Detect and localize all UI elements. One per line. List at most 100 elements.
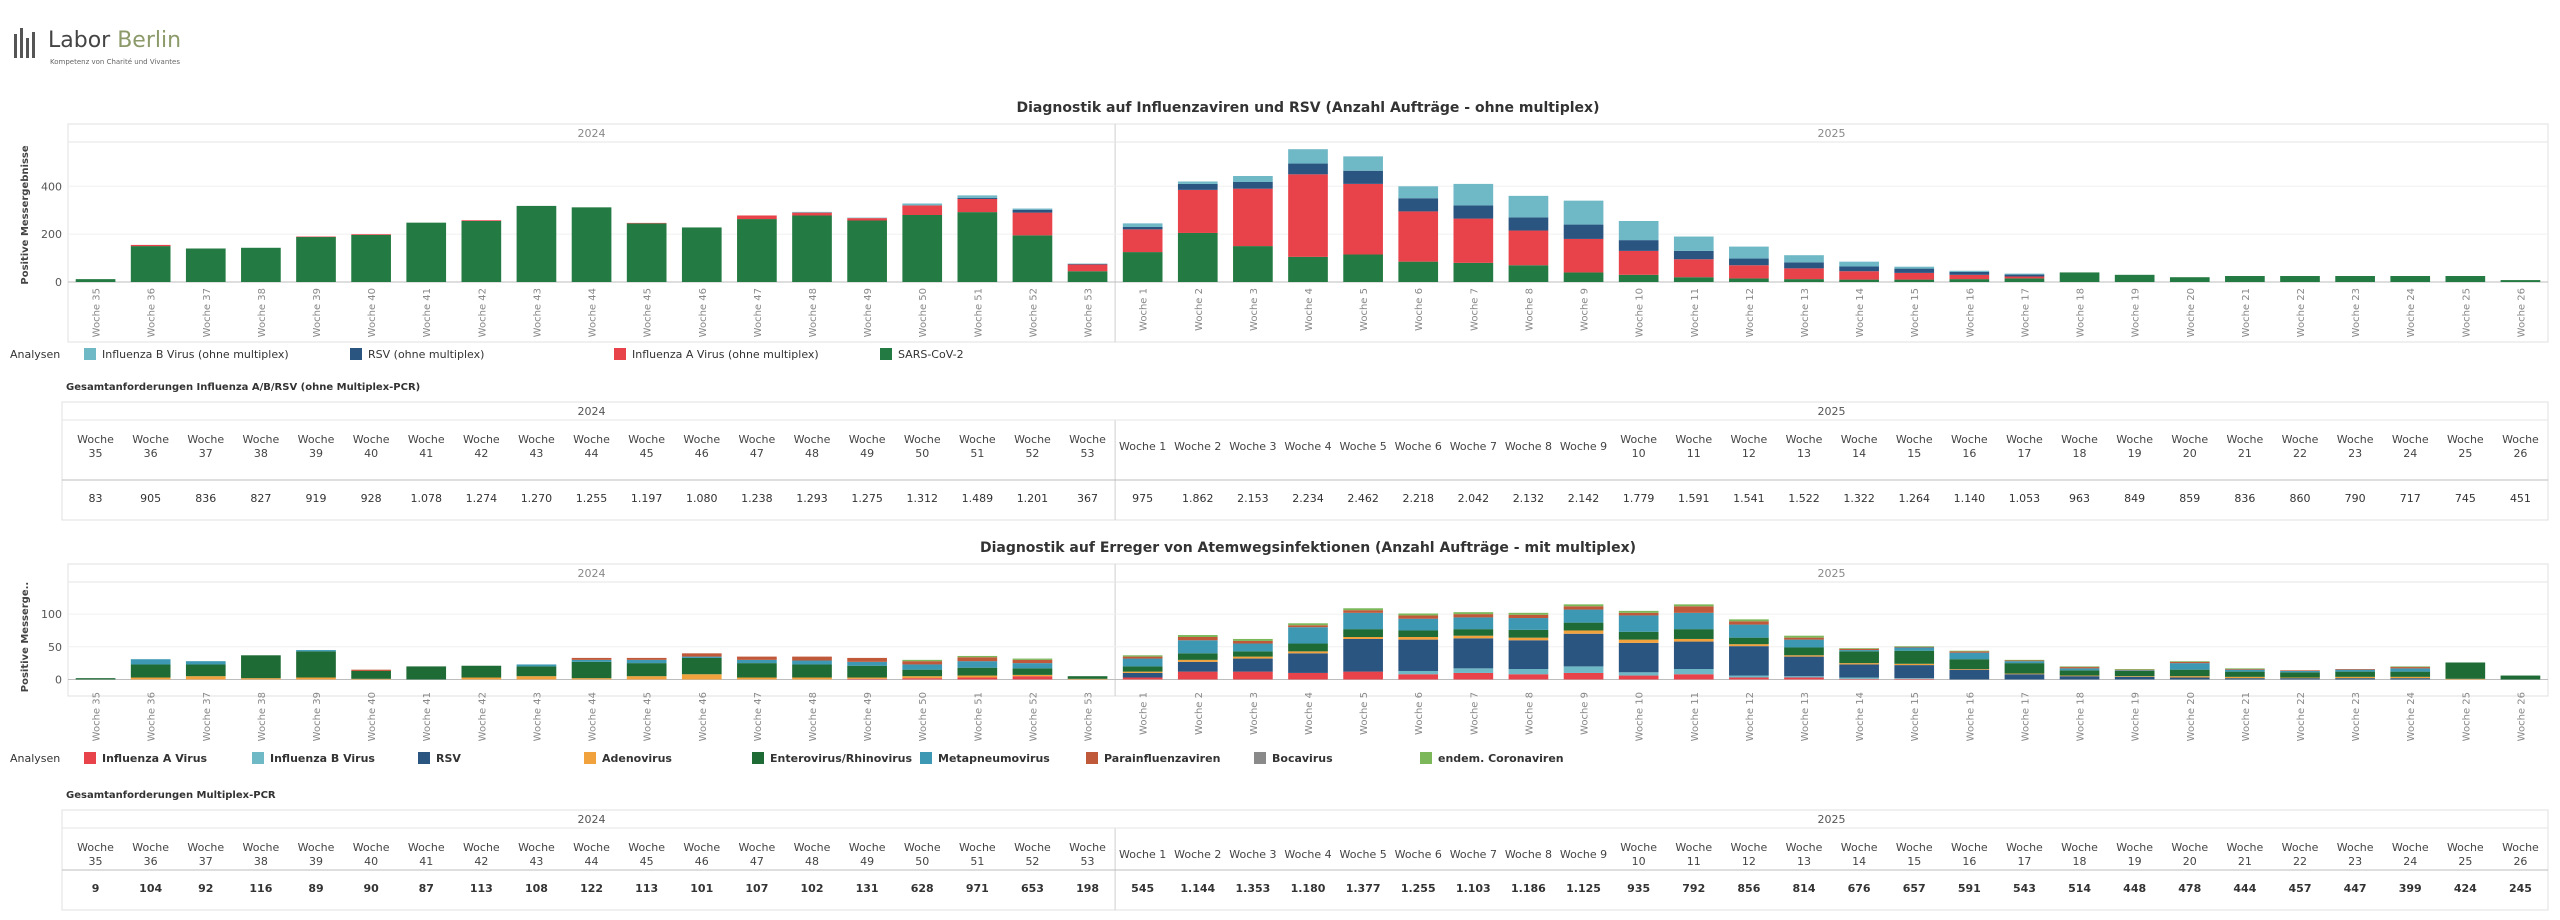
table2-week-header: 42 — [474, 855, 488, 868]
chart1-bar-rsv — [1839, 266, 1879, 272]
chart2-bar-meta — [1012, 663, 1053, 669]
chart2-bar-corona — [1233, 638, 1273, 641]
chart2-bar-meta — [2335, 669, 2375, 672]
table2-week-header: Woche 4 — [1284, 848, 1331, 861]
legend1-legend-swatch-sars — [880, 348, 892, 360]
table1-week-header: Woche — [1841, 433, 1878, 446]
chart2-bar-para — [1618, 612, 1659, 616]
chart2-bar-fluB — [1508, 669, 1549, 675]
chart2-bar-rsv — [1177, 661, 1218, 672]
chart2-bar-corona — [1894, 646, 1935, 647]
chart2-week-label: Woche 48 — [808, 692, 819, 741]
chart2-week-label: Woche 10 — [1635, 692, 1646, 741]
table1-cell-value: 836 — [2234, 492, 2255, 505]
table2-week-header: Woche — [1675, 841, 1712, 854]
table2-week-header: 43 — [529, 855, 543, 868]
chart2-bar-adeno — [2445, 678, 2486, 680]
table2-cell-value: 198 — [1076, 882, 1099, 895]
chart1-bar-rsv — [957, 197, 998, 199]
table2-cell-value: 971 — [966, 882, 989, 895]
chart1-bar-rsv — [1177, 183, 1218, 190]
table1-cell-value: 83 — [89, 492, 103, 505]
legend2-legend-item-entero: Enterovirus/Rhinovirus — [770, 752, 912, 765]
chart2-week-label: Woche 51 — [973, 692, 984, 741]
chart1-bar-sars — [130, 246, 171, 282]
table1-cell-value: 860 — [2290, 492, 2311, 505]
chart1-ytick-label: 0 — [55, 276, 62, 289]
table1-cell-value: 1.322 — [1843, 492, 1875, 505]
chart2-bar-entero — [351, 670, 391, 679]
chart1-bar-fluA — [1453, 218, 1494, 263]
chart2-bar-rsv — [1122, 672, 1163, 678]
legend2-legend-item-fluB: Influenza B Virus — [270, 752, 375, 765]
table1-week-header: 17 — [2017, 447, 2031, 460]
legend2-legend-swatch-fluA — [84, 752, 96, 764]
table1-week-header: Woche — [683, 433, 720, 446]
table1-cell-value: 1.197 — [631, 492, 663, 505]
table1-cell-value: 859 — [2179, 492, 2200, 505]
chart2-week-label: Woche 46 — [698, 692, 709, 741]
chart2-bar-entero — [737, 663, 777, 678]
chart1-bar-sars — [1563, 272, 1604, 282]
chart1-bar-sars — [902, 215, 943, 282]
chart1-bar-fluA — [792, 212, 832, 216]
chart2-bar-entero — [2225, 671, 2265, 677]
chart2-bar-rsv — [2004, 674, 2045, 680]
legend1-legend-item-fluB: Influenza B Virus (ohne multiplex) — [102, 348, 289, 361]
chart2-bar-entero — [957, 667, 998, 676]
chart2-bar-rsv — [2114, 676, 2155, 680]
legend2-legend-swatch-fluB — [252, 752, 264, 764]
chart2-bar-rsv — [1673, 641, 1714, 670]
legend1-legend-item-sars: SARS-CoV-2 — [898, 348, 964, 361]
chart2-bar-meta — [626, 659, 667, 664]
table1-cell-value: 1.140 — [1954, 492, 1986, 505]
chart2-week-label: Woche 40 — [367, 692, 378, 741]
legend1-legend-label: Analysen — [10, 348, 60, 361]
table2-week-header: Woche — [2282, 841, 2319, 854]
chart1-week-label: Woche 4 — [1304, 288, 1315, 331]
table2-week-header: Woche — [132, 841, 169, 854]
chart2-bar-fluB — [1673, 669, 1714, 675]
chart1-bar-sars — [571, 207, 612, 282]
chart1-bar-sars — [792, 215, 832, 282]
legend1-legend-swatch-rsv — [350, 348, 362, 360]
legend2-legend-item-rsv: RSV — [436, 752, 461, 765]
chart1-bar-fluA — [1177, 189, 1218, 233]
table1-week-header: 46 — [695, 447, 709, 460]
chart1-week-label: Woche 45 — [643, 288, 654, 337]
table2-week-header: Woche — [2392, 841, 2429, 854]
chart1-frame — [67, 123, 2549, 343]
chart2-bar-adeno — [130, 677, 171, 680]
chart2-bar-fluA — [1618, 675, 1659, 680]
chart1-week-label: Woche 37 — [202, 288, 213, 337]
table2-week-header: 22 — [2293, 855, 2307, 868]
table2-cell-value: 131 — [856, 882, 879, 895]
chart2-bar-adeno — [1398, 637, 1439, 640]
chart1-week-label: Woche 36 — [147, 288, 158, 337]
table1-week-header: 51 — [970, 447, 984, 460]
chart2-week-label: Woche 26 — [2516, 692, 2527, 741]
table2-week-header: Woche — [2337, 841, 2374, 854]
chart1-bar-sars — [296, 237, 336, 282]
chart2-bar-entero — [1784, 647, 1824, 656]
table1-week-header: Woche 4 — [1284, 440, 1331, 453]
legend2-legend-item-meta: Metapneumovirus — [938, 752, 1050, 765]
chart1-bar-rsv — [1233, 181, 1273, 189]
chart1-bar-sars — [1067, 271, 1108, 282]
legend2-legend-swatch-entero — [752, 752, 764, 764]
chart1-week-label: Woche 47 — [753, 288, 764, 337]
chart2-bar-corona — [2004, 659, 2045, 661]
chart2-ytick-label: 100 — [41, 608, 62, 621]
chart2-bar-entero — [130, 664, 171, 678]
chart1-bar-fluA — [1122, 229, 1163, 253]
table1-week-header: Woche — [243, 433, 280, 446]
table1-cell-value: 905 — [140, 492, 161, 505]
table2-cell-value: 1.186 — [1511, 882, 1546, 895]
chart1-bar-sars — [1012, 235, 1053, 282]
chart1-bar-fluA — [296, 236, 336, 238]
table1-cell-value: 975 — [1132, 492, 1153, 505]
table2-cell-value: 101 — [690, 882, 713, 895]
chart1-bar-sars — [2059, 272, 2100, 282]
table2-week-header: Woche — [683, 841, 720, 854]
